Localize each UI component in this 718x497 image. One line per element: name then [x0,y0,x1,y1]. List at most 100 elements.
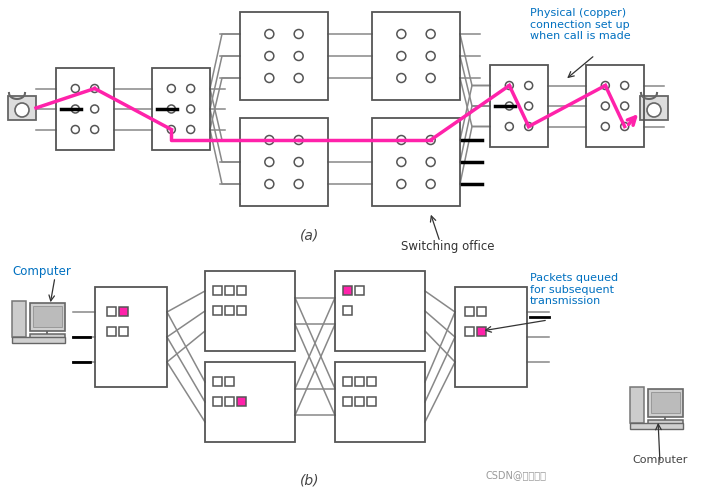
Bar [648,389,683,417]
Circle shape [397,179,406,188]
Bar [367,377,376,386]
Circle shape [265,29,274,38]
Circle shape [426,136,435,145]
Text: Physical (copper)
connection set up
when call is made: Physical (copper) connection set up when… [530,8,630,41]
Circle shape [397,29,406,38]
Circle shape [90,105,98,113]
Bar [8,96,36,120]
Circle shape [525,82,533,89]
Circle shape [602,82,610,89]
Bar [355,377,364,386]
Circle shape [187,126,195,134]
Bar [107,307,116,316]
Circle shape [525,122,533,131]
Bar [372,12,460,100]
Bar [225,377,234,386]
Text: Computer: Computer [12,265,71,278]
Bar [237,397,246,406]
Circle shape [265,179,274,188]
Circle shape [294,158,303,166]
Circle shape [426,52,435,61]
Bar [240,118,328,206]
Bar [355,397,364,406]
Circle shape [265,52,274,61]
Text: (a): (a) [300,228,320,242]
Circle shape [294,29,303,38]
Bar [11,301,26,337]
Circle shape [294,136,303,145]
Circle shape [397,136,406,145]
Text: Packets queued
for subsequent
transmission: Packets queued for subsequent transmissi… [530,273,618,306]
Bar [213,306,222,315]
Bar [355,286,364,295]
Bar [119,327,128,336]
Bar [225,286,234,295]
Circle shape [397,52,406,61]
Circle shape [294,74,303,83]
Text: Switching office: Switching office [401,240,495,253]
Bar [237,286,246,295]
Bar [335,362,425,442]
Circle shape [167,84,175,92]
Circle shape [167,105,175,113]
Circle shape [426,179,435,188]
Bar [455,287,527,387]
Bar [240,12,328,100]
Bar [630,423,683,429]
Bar [465,307,474,316]
Bar [490,65,548,147]
Circle shape [90,126,98,134]
Bar [29,303,65,331]
Bar [213,286,222,295]
Circle shape [397,158,406,166]
Circle shape [426,29,435,38]
Circle shape [71,126,79,134]
Bar [225,306,234,315]
Bar [32,306,62,327]
Bar [651,392,679,413]
Bar [205,271,295,351]
Bar [367,397,376,406]
Bar [213,397,222,406]
Circle shape [15,103,29,117]
Circle shape [620,82,629,89]
Bar [630,387,643,423]
Circle shape [505,82,513,89]
Circle shape [294,52,303,61]
Bar [477,307,486,316]
Text: Computer: Computer [633,455,688,465]
Circle shape [620,122,629,131]
Circle shape [71,84,79,92]
Bar [465,327,474,336]
Circle shape [620,102,629,110]
Bar [343,306,352,315]
Bar [95,287,167,387]
Circle shape [426,74,435,83]
Circle shape [525,102,533,110]
Circle shape [265,158,274,166]
Bar [586,65,644,147]
Bar [343,286,352,295]
Bar [152,68,210,150]
Circle shape [426,158,435,166]
Circle shape [505,122,513,131]
Circle shape [505,102,513,110]
Bar [343,377,352,386]
Bar [648,420,683,425]
Bar [343,397,352,406]
Bar [119,307,128,316]
Bar [640,96,668,120]
Bar [372,118,460,206]
Circle shape [294,179,303,188]
Bar [237,306,246,315]
Circle shape [602,122,610,131]
Bar [205,362,295,442]
Text: CSDN@大明梦卜: CSDN@大明梦卜 [485,470,546,480]
Bar [225,397,234,406]
Circle shape [167,126,175,134]
Circle shape [71,105,79,113]
Circle shape [90,84,98,92]
Circle shape [187,105,195,113]
Bar [213,377,222,386]
Bar [11,337,65,343]
